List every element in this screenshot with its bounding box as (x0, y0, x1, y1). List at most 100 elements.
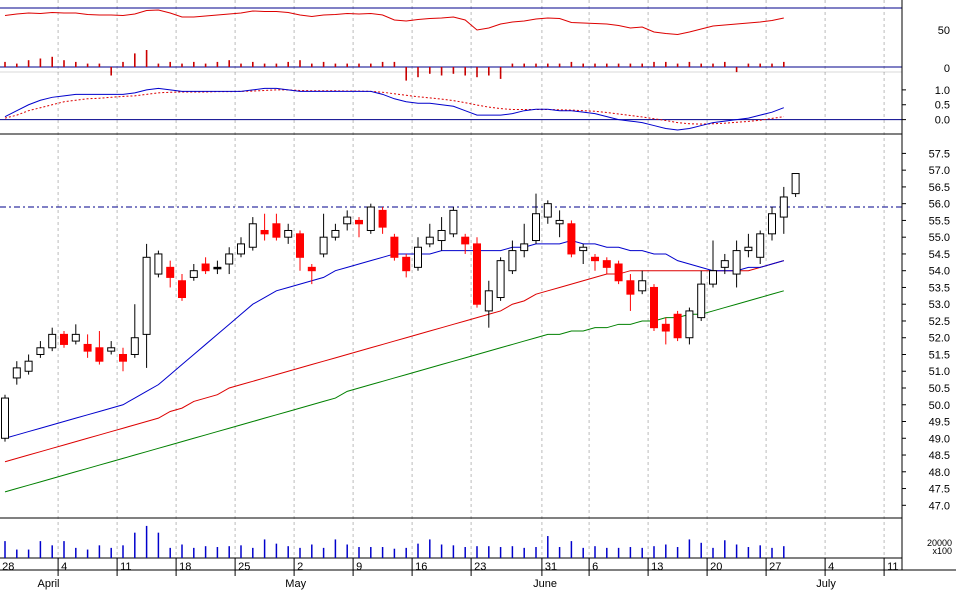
candle-body-46 (543, 203, 552, 218)
ma-long-line (4, 290, 784, 493)
candle-54 (638, 270, 647, 295)
candle-59 (697, 270, 706, 321)
candle-body-36 (425, 236, 434, 245)
candle-body-64 (756, 233, 765, 258)
x-tick-label-7: 16 (415, 561, 427, 573)
candle-34 (402, 253, 411, 278)
candle-body-47 (555, 219, 564, 225)
candle-body-25 (296, 233, 304, 258)
candle-26 (307, 264, 316, 285)
candle-38 (449, 207, 458, 238)
candle-body-10 (119, 353, 127, 362)
candle-6 (71, 324, 80, 345)
candle-body-45 (532, 213, 540, 242)
candle-body-23 (272, 223, 281, 238)
price-tick-label-7: 54.0 (929, 266, 950, 278)
candle-66 (779, 186, 788, 234)
candle-body-42 (496, 260, 505, 299)
candle-body-55 (650, 286, 658, 329)
candle-body-33 (390, 236, 399, 258)
candle-5 (60, 331, 68, 348)
candle-body-19 (225, 253, 234, 265)
candle-body-22 (260, 229, 269, 235)
candle-body-54 (638, 280, 647, 292)
price-tick-label-13: 51.0 (929, 366, 950, 378)
rsi-line (4, 9, 784, 36)
candle-body-35 (414, 246, 422, 268)
candle-22 (260, 213, 269, 241)
x-tick-label-11: 13 (651, 561, 663, 573)
candle-body-58 (685, 310, 694, 339)
x-tick-label-10: 6 (592, 561, 598, 573)
candle-body-4 (48, 333, 57, 349)
candle-44 (520, 223, 529, 258)
macd-tick-label-0: 1.0 (935, 85, 950, 97)
x-tick-label-4: 25 (238, 561, 250, 573)
candle-body-8 (95, 347, 104, 362)
price-tick-label-17: 49.0 (929, 433, 950, 445)
volume-panel (0, 517, 902, 559)
candle-body-14 (166, 266, 175, 278)
candle-41 (484, 280, 493, 328)
candle-47 (555, 210, 564, 238)
x-tick-label-9: 31 (545, 561, 557, 573)
macd-tick-label-1: 0.5 (935, 100, 950, 112)
candle-7 (83, 334, 92, 358)
candle-body-28 (331, 229, 340, 238)
candle-body-15 (178, 280, 186, 299)
candle-body-2 (24, 360, 33, 372)
candle-body-39 (461, 236, 470, 245)
candle-0 (1, 394, 9, 442)
candle-35 (414, 237, 422, 271)
candle-body-0 (1, 397, 9, 439)
candle-8 (95, 331, 104, 365)
price-tick-label-14: 50.5 (929, 383, 950, 395)
price-tick-label-20: 47.5 (929, 484, 950, 496)
candle-body-38 (449, 209, 458, 235)
candle-body-52 (614, 263, 623, 282)
candle-next (791, 173, 800, 197)
x-tick-label-15: 11 (887, 561, 898, 573)
candle-body-17 (201, 263, 210, 272)
candle-65 (768, 207, 776, 241)
candle-body-40 (473, 243, 481, 305)
candle-37 (437, 217, 446, 251)
candle-56 (661, 317, 670, 345)
candle-31 (366, 203, 375, 234)
price-tick-label-21: 47.0 (929, 500, 950, 512)
candle-18 (213, 260, 222, 275)
candle-9 (107, 341, 116, 355)
candle-body-6 (71, 333, 80, 342)
macd-tick-label-2: 0.0 (935, 115, 950, 127)
price-tick-label-9: 53.0 (929, 299, 950, 311)
candle-body-18 (213, 266, 222, 270)
price-tick-label-10: 52.5 (929, 316, 950, 328)
candle-body-60 (709, 270, 717, 285)
price-tick-label-16: 49.5 (929, 417, 950, 429)
candle-63 (744, 233, 753, 258)
candle-64 (756, 230, 765, 264)
candle-33 (390, 233, 399, 261)
candle-body-1 (12, 367, 21, 379)
candle-27 (319, 213, 328, 258)
month-label-0: April (38, 578, 60, 590)
candle-body-11 (130, 337, 139, 355)
candle-body-24 (284, 229, 293, 238)
candle-body-50 (591, 256, 599, 262)
x-tick-label-6: 9 (356, 561, 362, 573)
price-tick-label-3: 56.0 (929, 199, 950, 211)
x-tick-label-5: 2 (297, 561, 303, 573)
candle-body-53 (626, 280, 635, 295)
x-tick-label-3: 18 (179, 561, 191, 573)
x-tick-label-2: 11 (120, 561, 131, 573)
x-tick-label-1: 4 (61, 561, 67, 573)
candle-body-61 (720, 260, 729, 268)
candle-body-3 (36, 347, 45, 355)
candle-body-31 (366, 206, 375, 231)
candle-body-16 (189, 270, 198, 278)
candle-body-21 (248, 223, 257, 248)
candle-25 (296, 230, 304, 271)
rsi-panel (0, 7, 902, 81)
volume-unit-label: x100 (932, 546, 952, 556)
